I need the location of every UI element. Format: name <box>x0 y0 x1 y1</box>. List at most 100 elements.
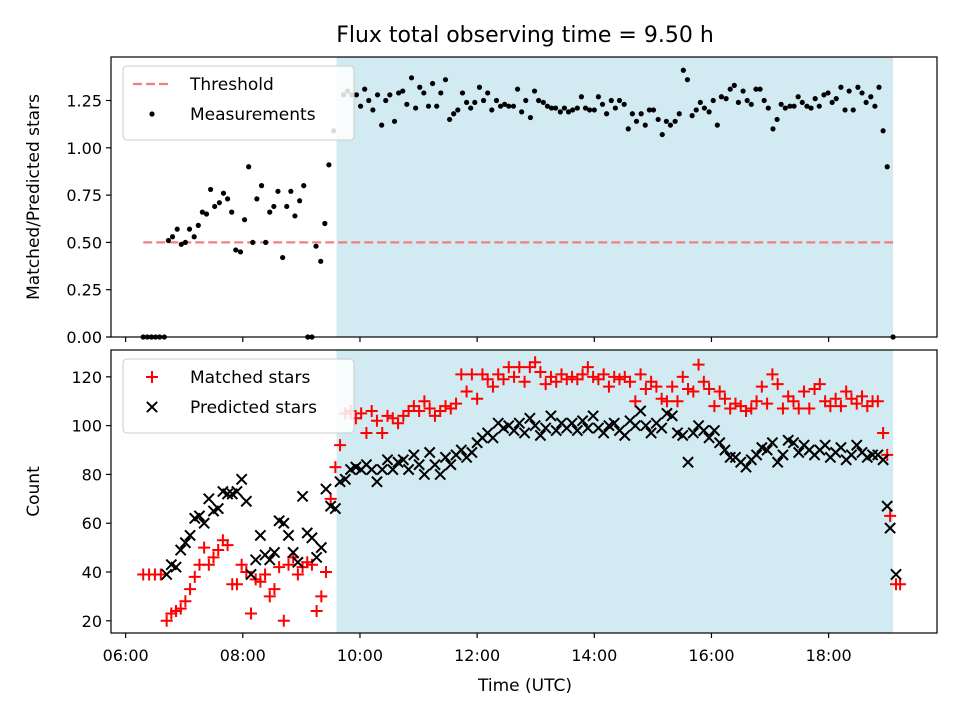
data-point <box>697 375 710 388</box>
data-point <box>184 529 196 542</box>
data-point <box>195 222 201 228</box>
data-point <box>642 122 648 128</box>
data-point <box>833 96 839 102</box>
data-point <box>729 397 742 410</box>
observing-window <box>336 57 894 337</box>
data-point <box>877 426 890 439</box>
data-point <box>198 541 211 554</box>
data-point <box>353 92 360 98</box>
data-point <box>761 397 774 410</box>
data-point <box>855 84 861 90</box>
data-point <box>859 90 865 96</box>
data-point <box>386 463 399 476</box>
data-point <box>842 107 848 113</box>
data-point <box>292 556 304 569</box>
data-point <box>894 578 907 591</box>
data-point <box>663 118 669 124</box>
data-point <box>539 422 552 434</box>
data-point <box>740 404 753 417</box>
data-point <box>850 439 863 451</box>
data-point <box>595 94 601 100</box>
data-point <box>391 118 398 124</box>
data-point <box>687 427 700 439</box>
data-point <box>571 424 584 437</box>
data-point <box>872 103 878 109</box>
data-point <box>235 558 248 571</box>
data-point <box>497 373 510 386</box>
data-point <box>608 370 621 383</box>
data-point <box>698 424 710 437</box>
data-point <box>792 402 805 415</box>
data-point <box>240 566 253 579</box>
y-tick-label: 120 <box>71 368 102 387</box>
data-point <box>684 77 691 83</box>
data-point <box>434 103 440 109</box>
data-point <box>284 203 290 210</box>
data-point <box>850 107 856 113</box>
data-point <box>360 426 373 439</box>
data-point <box>765 105 771 111</box>
data-point <box>877 453 889 466</box>
data-point <box>718 392 731 405</box>
data-point <box>748 101 754 107</box>
data-point <box>710 97 716 104</box>
data-point <box>771 456 784 469</box>
data-point <box>821 92 827 98</box>
data-point <box>697 99 703 106</box>
data-point <box>376 463 389 476</box>
data-point <box>523 97 529 104</box>
data-point <box>268 546 281 559</box>
data-point <box>370 414 383 427</box>
data-point <box>782 105 788 111</box>
data-point <box>667 122 674 128</box>
plot-frame <box>110 56 938 338</box>
data-point <box>816 103 822 109</box>
data-point <box>450 397 463 410</box>
data-point <box>178 241 184 247</box>
data-point <box>750 395 763 408</box>
data-point <box>237 249 244 255</box>
plot-frame <box>110 349 938 634</box>
data-point <box>808 105 814 111</box>
data-point <box>813 378 826 391</box>
data-point <box>207 551 220 564</box>
data-point <box>235 473 248 486</box>
data-point <box>357 103 364 109</box>
data-point <box>557 109 563 115</box>
data-point <box>881 500 894 512</box>
data-point <box>540 99 546 106</box>
legend-label: Measurements <box>190 105 316 125</box>
data-point <box>655 392 668 405</box>
x-tick-label: 12:00 <box>454 646 500 665</box>
data-point <box>518 375 531 388</box>
data-point <box>689 113 695 119</box>
data-point <box>524 412 536 425</box>
data-point <box>880 128 886 134</box>
data-point <box>534 429 547 442</box>
legend: Threshold Measurements <box>122 65 355 141</box>
data-point <box>718 94 725 100</box>
data-point <box>792 446 805 459</box>
data-point <box>774 116 780 123</box>
data-point <box>612 105 618 111</box>
data-point <box>275 188 281 194</box>
data-point <box>413 105 419 111</box>
data-point <box>203 211 210 217</box>
y-tick-label: 80 <box>82 465 102 484</box>
data-point <box>701 105 708 111</box>
data-point <box>744 97 750 104</box>
data-point <box>529 419 541 432</box>
data-point <box>306 532 318 544</box>
data-point <box>646 107 652 113</box>
data-point <box>629 395 642 408</box>
data-point <box>629 419 642 432</box>
data-point <box>838 84 844 90</box>
data-point <box>397 453 410 466</box>
data-point <box>165 237 172 244</box>
data-point <box>565 109 572 115</box>
x-axis-label: Time (UTC) <box>477 676 572 696</box>
data-point <box>319 566 332 579</box>
data-point <box>761 97 767 104</box>
data-point <box>365 463 378 476</box>
